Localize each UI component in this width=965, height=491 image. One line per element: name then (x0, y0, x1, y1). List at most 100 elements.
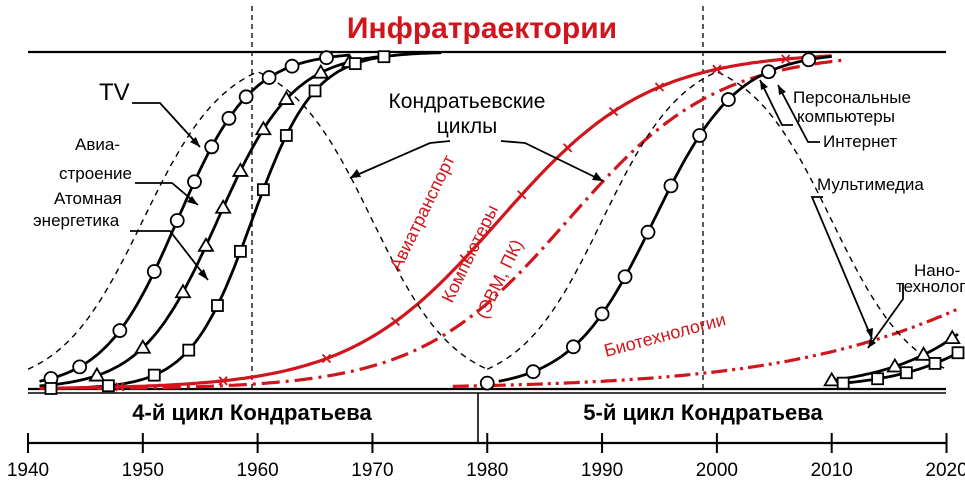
label-tehnologii: технологии (896, 277, 965, 296)
arrow-internet (777, 84, 820, 143)
series-0-point (261, 70, 277, 85)
label-kondratiev: Кондратьевские (389, 90, 546, 113)
series-2-point (377, 50, 391, 64)
series-0-point (204, 139, 220, 155)
series-7-point (943, 329, 961, 345)
x-tick-label: 1980 (466, 460, 508, 481)
series-6-point (565, 339, 581, 355)
label-atomnaya: Атомная (54, 189, 122, 208)
cycle-4-label: 4-й цикл Кондратьева (132, 400, 372, 425)
series-0-point (187, 174, 202, 190)
series-3-point (390, 316, 401, 327)
label-kompyutery: компьютеры (797, 107, 895, 126)
series-3-point (321, 353, 332, 364)
label-personalnye: Персональные (793, 88, 911, 107)
x-tick-label: 1940 (7, 460, 49, 481)
label-aviatransport: Авиатранспорт (386, 152, 459, 274)
series-3-point (608, 106, 619, 117)
annotation-arrowheads (187, 80, 876, 348)
series-1-point (254, 120, 272, 136)
series-6-point (594, 306, 610, 322)
series-1-point (277, 90, 295, 105)
series-1-point (231, 162, 249, 177)
series-6-point (617, 269, 633, 285)
series-3-point (781, 54, 791, 64)
series-6-point (801, 52, 817, 68)
arrow-tv (132, 102, 201, 148)
arrow-kondratiev-right (500, 140, 604, 182)
label-nano: Нано- (914, 261, 960, 280)
label-biotech: Биотехнологии (602, 309, 728, 361)
series-0-point (221, 110, 237, 126)
series-8-point (928, 357, 942, 370)
series-2-point (234, 244, 247, 258)
series-6-line (498, 55, 832, 383)
series-7-point (886, 357, 904, 373)
series-0-point (284, 58, 300, 74)
series-1-point (88, 366, 106, 382)
series-1-point (312, 63, 330, 79)
series-0-point (169, 213, 185, 228)
arrow-pc (759, 79, 793, 126)
series-8-point (951, 346, 965, 360)
series-0-point (319, 50, 334, 66)
x-tick-label: 2000 (696, 460, 738, 481)
series-0-point (112, 323, 128, 339)
series-6-point (692, 128, 708, 143)
series-2-point (308, 84, 322, 98)
series-3-point (517, 190, 527, 200)
series-markers (43, 50, 965, 395)
series-5-line (452, 307, 959, 388)
series-4-line (96, 58, 844, 390)
series-3-point (712, 64, 722, 74)
series-3-point (218, 376, 228, 386)
series-6-point (761, 64, 776, 80)
series-2-point (147, 368, 161, 382)
arrowhead-atomic (198, 269, 208, 280)
label-energetika: энергетика (33, 211, 120, 230)
series-8-point (836, 376, 850, 390)
x-tick-label: 1990 (581, 460, 623, 481)
annotation-arrows (130, 79, 904, 349)
label-cikly: циклы (437, 115, 498, 138)
arrowhead-pc (760, 80, 768, 90)
series-2-point (279, 129, 293, 142)
arrowhead-tv (190, 137, 200, 147)
series-6-point (525, 364, 541, 380)
series-6-point (720, 92, 736, 107)
series-0-point (238, 89, 254, 105)
series-8-point (871, 372, 885, 386)
chart-title: Инфратраектории (347, 12, 617, 45)
cycle-5-label: 5-й цикл Кондратьева (583, 400, 823, 425)
series-6-point (479, 375, 495, 391)
label-stroenie: строение (59, 164, 132, 183)
series-3-point (562, 143, 573, 153)
series-2-point (101, 379, 115, 393)
series-1-point (134, 338, 152, 354)
x-axis-ticks: 1940 1950 1960 1970 1980 1990 2000 2010 2020 (7, 433, 965, 481)
arrow-aviastroenie (135, 182, 199, 206)
series-2-point (256, 183, 270, 197)
series-3-line (39, 54, 832, 390)
series-2-point (348, 57, 362, 71)
series-6-point (640, 224, 656, 240)
arrow-atomic (130, 230, 209, 281)
series-0-point (72, 359, 88, 375)
series-3-point (459, 254, 469, 264)
x-tick-label: 1960 (236, 460, 278, 481)
arrow-kondratiev-left (349, 140, 451, 179)
label-internet: Интернет (823, 132, 897, 151)
series-1-point (214, 198, 232, 214)
series-2-point (44, 382, 58, 395)
series-3-point (654, 82, 665, 92)
x-tick-label: 1970 (351, 460, 393, 481)
label-tv: TV (99, 79, 130, 106)
series-0-point (146, 264, 162, 279)
series-1-point (174, 283, 192, 299)
x-tick-label: 2020 (925, 460, 965, 481)
series-3-point (115, 382, 125, 392)
arrowhead-internet (778, 85, 786, 95)
label-avia: Авиа- (75, 135, 120, 154)
x-tick-label: 1950 (122, 460, 164, 481)
